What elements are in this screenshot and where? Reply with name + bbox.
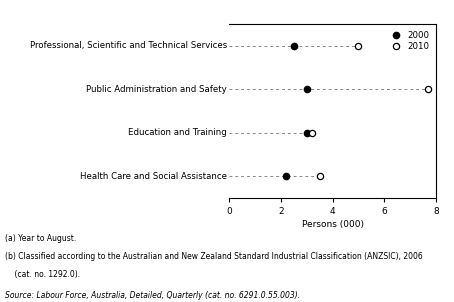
- X-axis label: Persons (000): Persons (000): [301, 220, 364, 229]
- Text: Public Administration and Safety: Public Administration and Safety: [86, 85, 227, 94]
- Text: (cat. no. 1292.0).: (cat. no. 1292.0).: [5, 270, 79, 279]
- Text: Education and Training: Education and Training: [128, 128, 227, 137]
- Text: (a) Year to August.: (a) Year to August.: [5, 234, 76, 243]
- Text: Health Care and Social Assistance: Health Care and Social Assistance: [80, 172, 227, 181]
- Text: (b) Classified according to the Australian and New Zealand Standard Industrial C: (b) Classified according to the Australi…: [5, 252, 422, 261]
- Text: Professional, Scientific and Technical Services: Professional, Scientific and Technical S…: [30, 41, 227, 50]
- Legend: 2000, 2010: 2000, 2010: [385, 28, 432, 53]
- Text: Source: Labour Force, Australia, Detailed, Quarterly (cat. no. 6291.0.55.003).: Source: Labour Force, Australia, Detaile…: [5, 291, 300, 300]
